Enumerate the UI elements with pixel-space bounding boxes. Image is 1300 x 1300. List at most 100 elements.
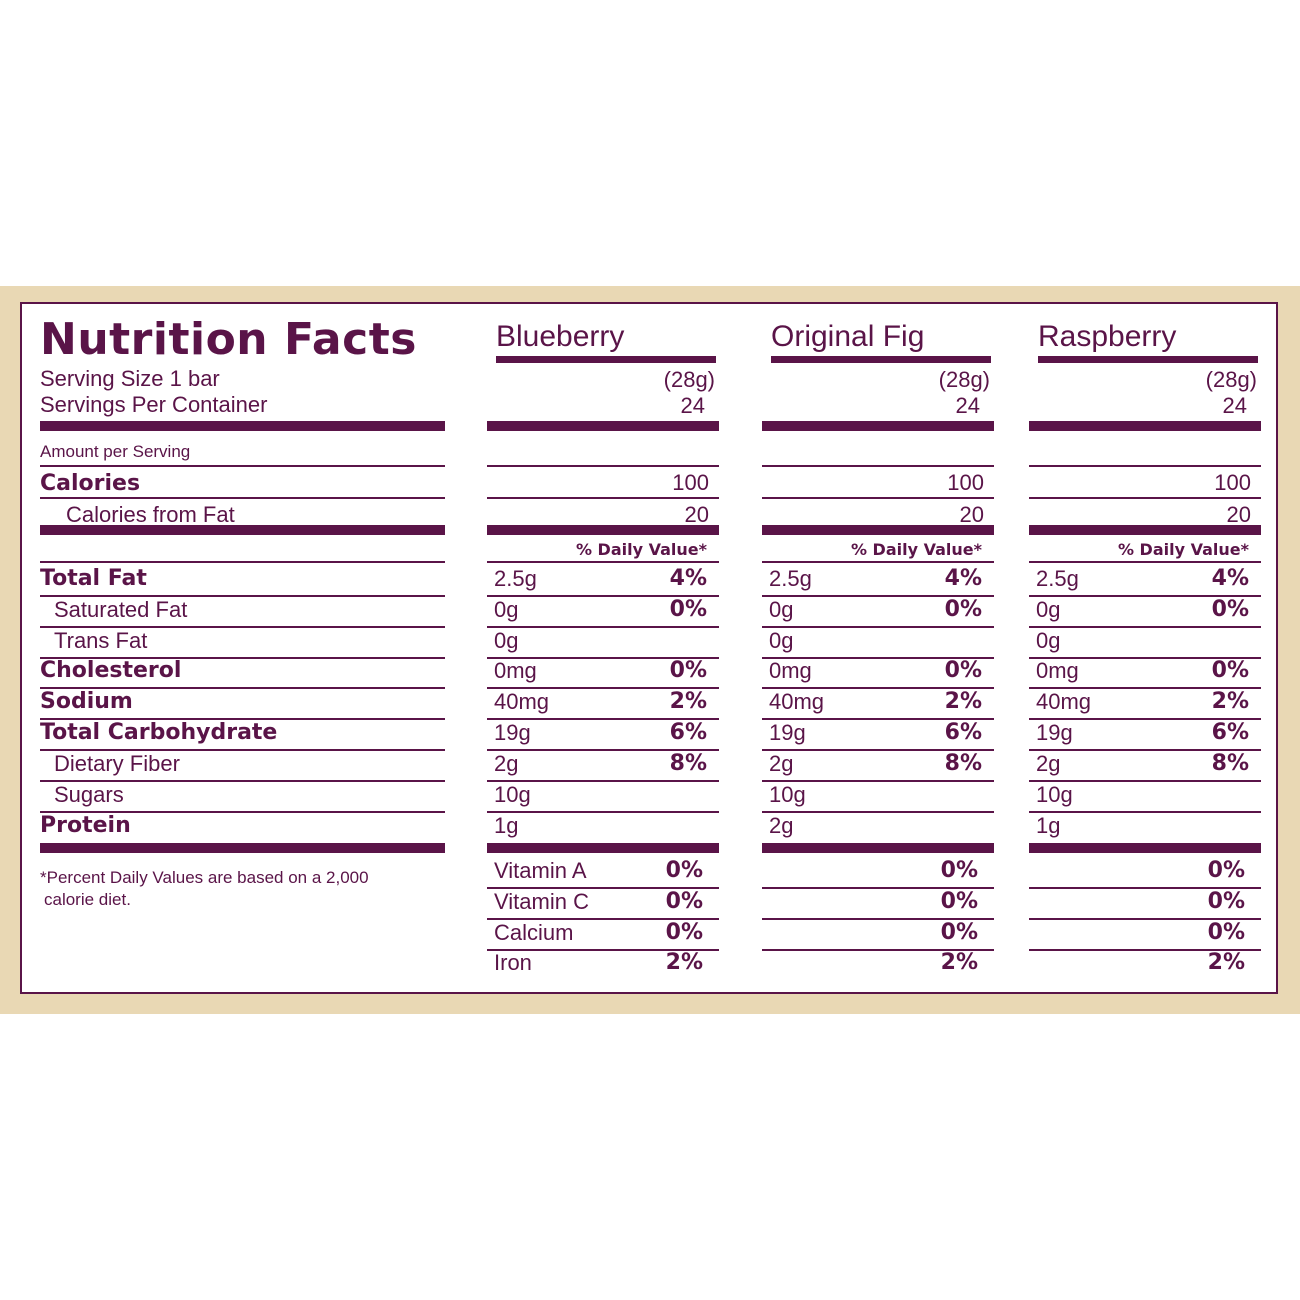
thick-rule — [496, 356, 716, 363]
vitamin-name: Vitamin A — [494, 858, 587, 883]
flavor-name: Blueberry — [496, 320, 625, 353]
serving-grams: (28g) — [938, 367, 990, 392]
nutrient-amount: 0g — [769, 597, 794, 622]
vitamin-name: Iron — [494, 950, 532, 975]
thick-rule — [487, 843, 719, 853]
calories-from-fat-value: 20 — [684, 502, 709, 527]
rule — [762, 497, 994, 499]
daily-value-header: % Daily Value* — [575, 540, 707, 559]
nutrient-amount: 2g — [769, 751, 794, 776]
rule — [762, 718, 994, 720]
nutrient-name: Cholesterol — [40, 658, 182, 683]
rule — [40, 687, 445, 689]
rule — [1029, 595, 1261, 597]
vitamin-daily-value: 0% — [665, 889, 703, 914]
rule — [762, 687, 994, 689]
nutrient-amount: 10g — [769, 782, 806, 807]
rule — [487, 657, 719, 659]
vitamin-name: Vitamin C — [494, 889, 589, 914]
nutrient-amount: 0mg — [1036, 658, 1079, 683]
servings-per-container-text: Servings Per Container — [40, 392, 268, 417]
thick-rule — [40, 525, 445, 535]
rule — [40, 626, 445, 628]
nutrient-daily-value: 0% — [944, 658, 982, 683]
nutrient-daily-value: 4% — [1211, 566, 1249, 591]
nutrient-daily-value: 8% — [944, 751, 982, 776]
rule — [40, 595, 445, 597]
rule — [1029, 949, 1261, 951]
rule — [487, 595, 719, 597]
rule — [487, 626, 719, 628]
nutrient-amount: 40mg — [1036, 689, 1092, 714]
nutrient-amount: 40mg — [494, 689, 550, 714]
label-title: Nutrition Facts — [40, 314, 417, 365]
rule — [1029, 657, 1261, 659]
rule — [487, 687, 719, 689]
rule — [1029, 918, 1261, 920]
rule — [487, 780, 719, 782]
nutrient-daily-value: 8% — [1211, 751, 1249, 776]
nutrient-daily-value: 4% — [669, 566, 707, 591]
nutrient-amount: 0mg — [769, 658, 812, 683]
nutrient-daily-value: 6% — [669, 720, 707, 745]
rule — [40, 749, 445, 751]
vitamin-daily-value: 2% — [665, 950, 703, 975]
nutrient-daily-value: 4% — [944, 566, 982, 591]
nutrient-amount: 0mg — [494, 658, 537, 683]
calories-label: Calories — [40, 471, 141, 496]
thick-rule — [1029, 843, 1261, 853]
nutrition-label-panel — [20, 302, 1278, 994]
thick-rule — [1038, 356, 1258, 363]
thick-rule — [1029, 421, 1261, 431]
nutrient-daily-value: 0% — [1211, 597, 1249, 622]
vitamin-daily-value: 0% — [940, 920, 978, 945]
vitamin-name: Calcium — [494, 920, 574, 945]
rule — [762, 626, 994, 628]
servings-count: 24 — [1222, 393, 1247, 418]
servings-count: 24 — [955, 393, 980, 418]
rule — [1029, 780, 1261, 782]
nutrient-name: Total Carbohydrate — [40, 720, 278, 745]
daily-value-header: % Daily Value* — [1117, 540, 1249, 559]
amount-per-serving-text: Amount per Serving — [40, 442, 191, 461]
rule — [1029, 718, 1261, 720]
nutrient-name: Sodium — [40, 689, 133, 714]
nutrient-name: Total Fat — [40, 566, 147, 591]
nutrient-name: Sugars — [54, 782, 124, 807]
rule — [487, 887, 719, 889]
nutrient-daily-value: 2% — [669, 689, 707, 714]
rule — [1029, 626, 1261, 628]
vitamin-daily-value: 2% — [1207, 950, 1245, 975]
rule — [762, 918, 994, 920]
calories-from-fat-value: 20 — [959, 502, 984, 527]
nutrient-amount: 0g — [1036, 597, 1061, 622]
nutrient-amount: 40mg — [769, 689, 825, 714]
nutrient-daily-value: 2% — [1211, 689, 1249, 714]
thick-rule — [762, 525, 994, 535]
nutrient-name: Dietary Fiber — [54, 751, 180, 776]
vitamin-daily-value: 0% — [665, 920, 703, 945]
nutrient-name: Protein — [40, 813, 131, 838]
rule — [1029, 687, 1261, 689]
thick-rule — [40, 843, 445, 853]
calories-value: 100 — [1214, 470, 1251, 495]
vitamin-daily-value: 0% — [665, 858, 703, 883]
rule — [1029, 497, 1261, 499]
vitamin-daily-value: 0% — [940, 889, 978, 914]
rule — [487, 561, 719, 563]
rule — [762, 465, 994, 467]
calories-value: 100 — [947, 470, 984, 495]
rule — [762, 749, 994, 751]
rule — [487, 465, 719, 467]
vitamin-daily-value: 0% — [1207, 920, 1245, 945]
nutrient-name: Saturated Fat — [54, 597, 188, 622]
thick-rule — [487, 525, 719, 535]
nutrient-amount: 2g — [1036, 751, 1061, 776]
nutrient-daily-value: 6% — [944, 720, 982, 745]
rule — [40, 497, 445, 499]
nutrient-daily-value: 0% — [669, 658, 707, 683]
rule — [1029, 887, 1261, 889]
nutrient-amount: 0g — [1036, 628, 1061, 653]
rule — [487, 718, 719, 720]
thick-rule — [1029, 525, 1261, 535]
